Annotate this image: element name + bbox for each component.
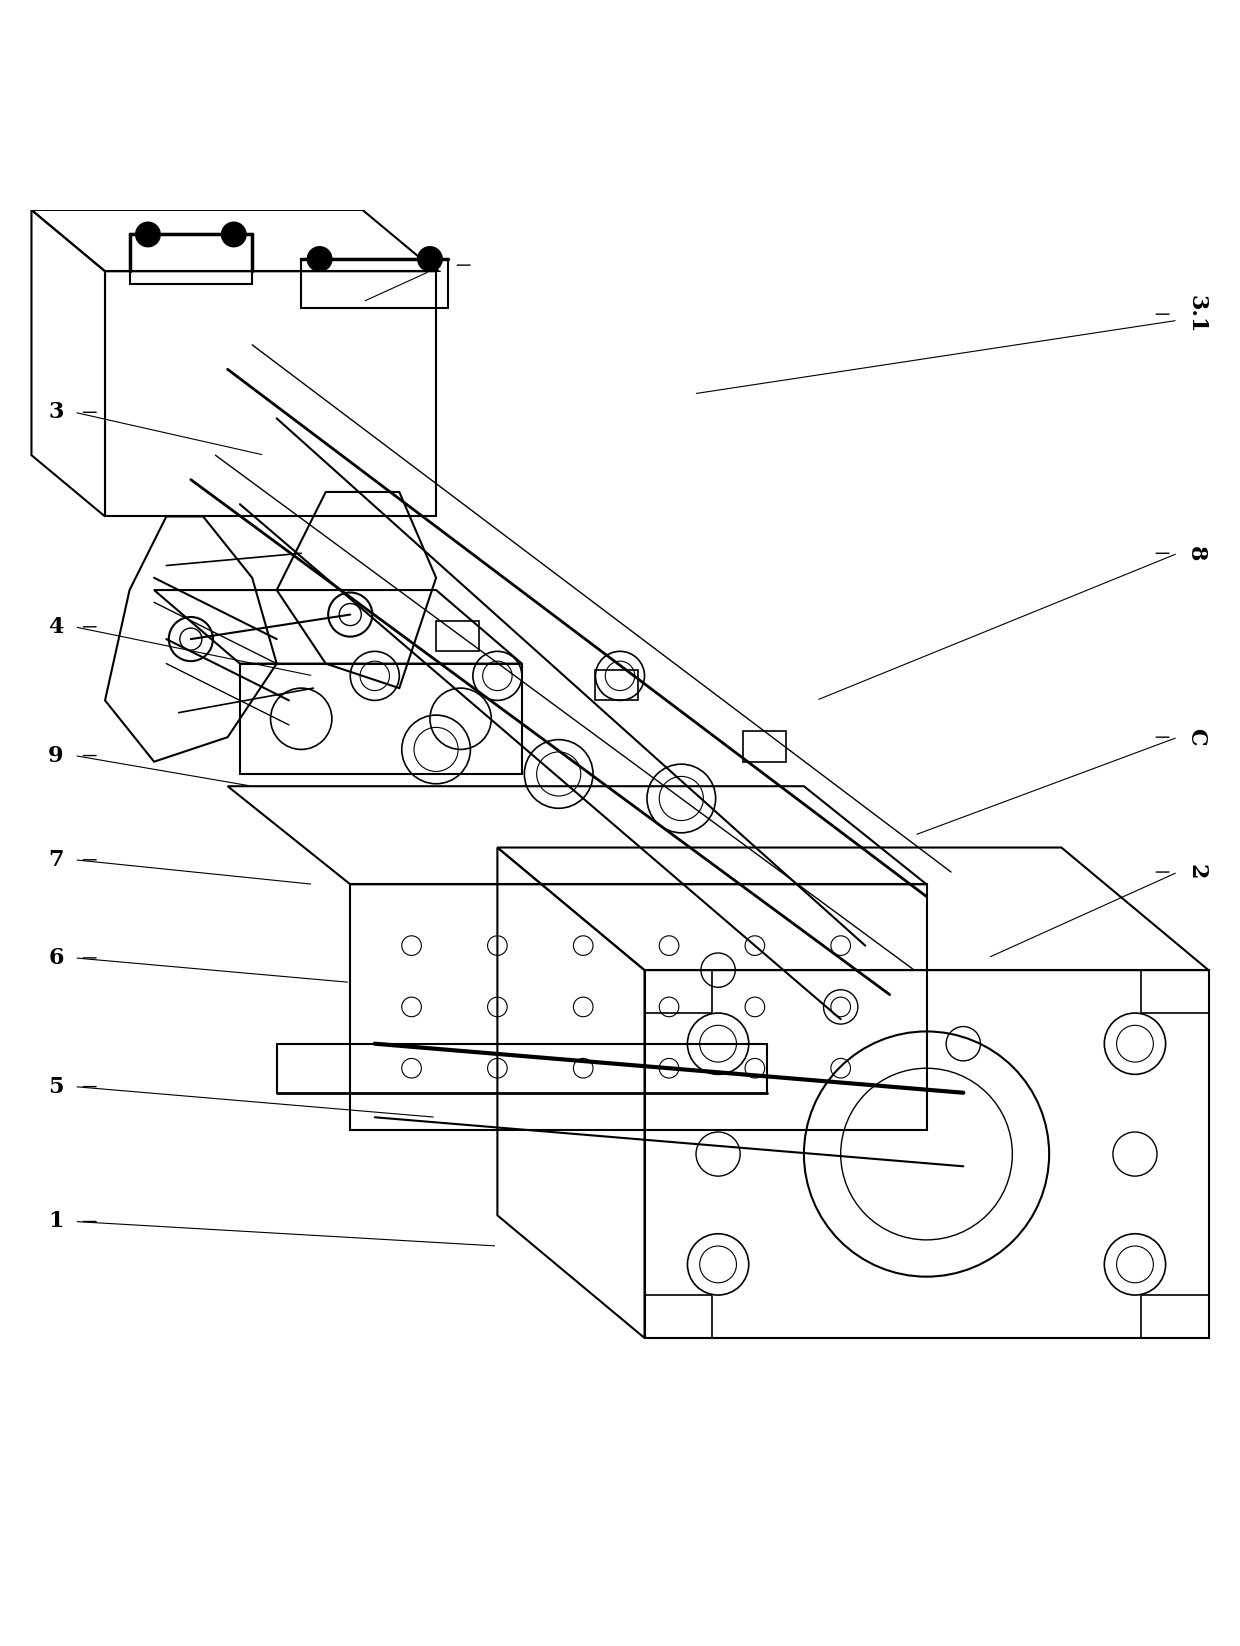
Text: 8: 8 (1185, 545, 1208, 561)
Text: C: C (1185, 729, 1208, 746)
Text: 5: 5 (48, 1075, 63, 1098)
Text: 1: 1 (48, 1210, 63, 1233)
Text: 9: 9 (48, 744, 63, 767)
Text: 7: 7 (48, 849, 63, 871)
Text: 4: 4 (48, 616, 63, 637)
Text: 3: 3 (48, 402, 63, 423)
Text: A: A (420, 253, 440, 277)
Circle shape (308, 247, 332, 272)
Text: 6: 6 (48, 946, 63, 969)
Circle shape (418, 247, 443, 272)
Circle shape (222, 222, 246, 247)
Text: 3.1: 3.1 (1185, 295, 1208, 334)
Text: 2: 2 (1185, 864, 1208, 881)
Circle shape (135, 222, 160, 247)
